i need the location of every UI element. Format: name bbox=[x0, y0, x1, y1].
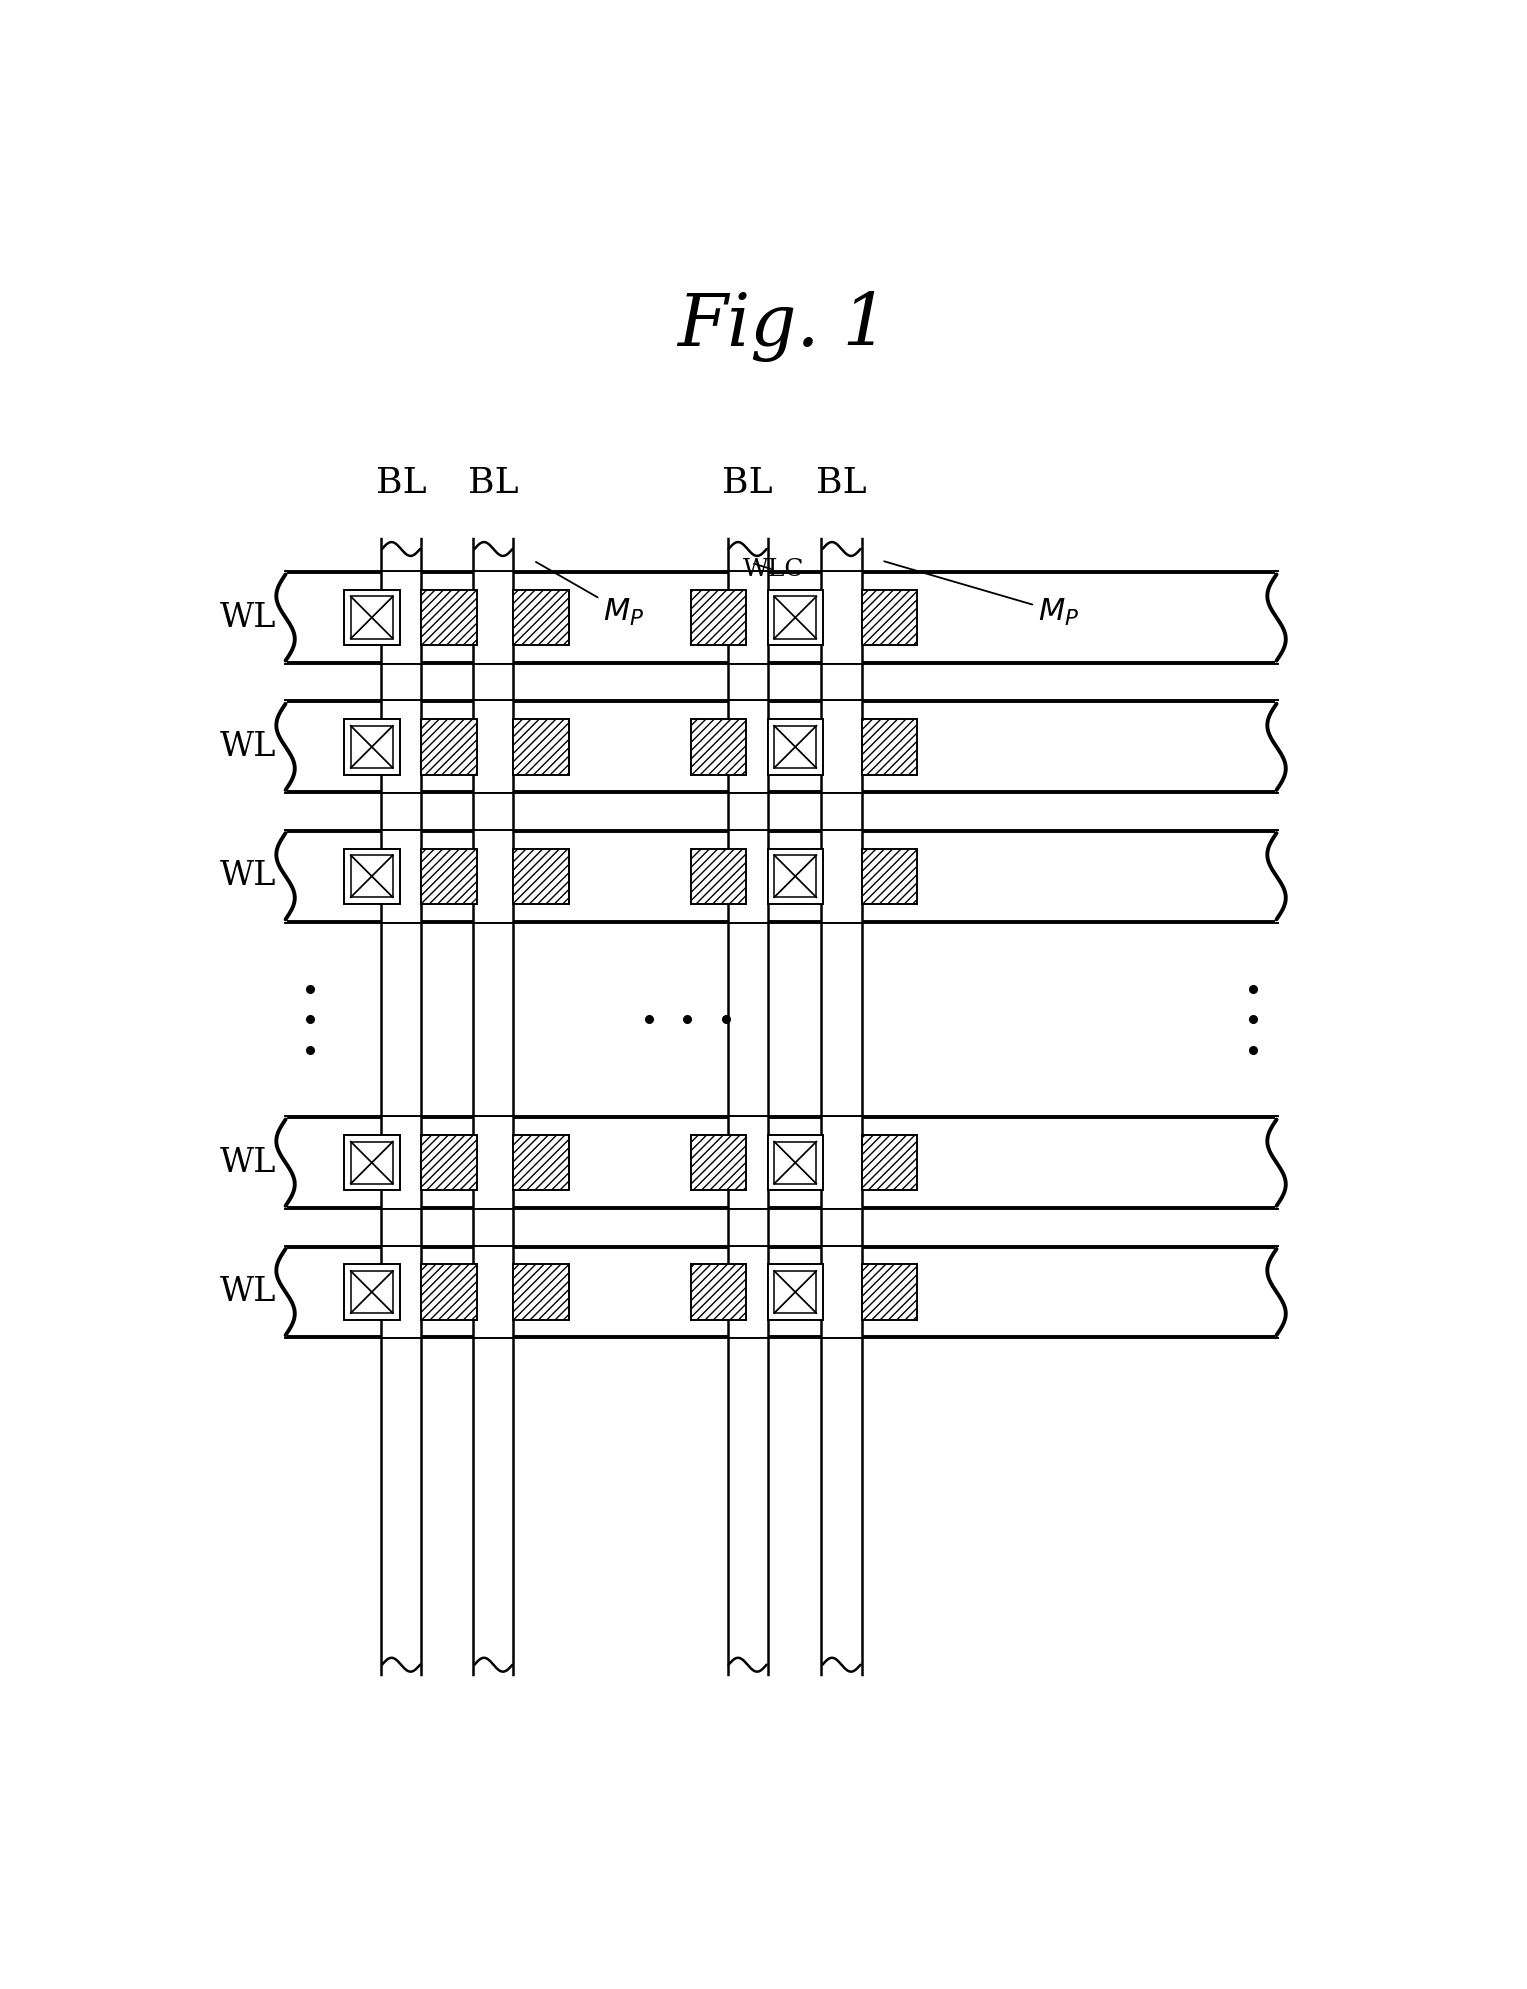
Text: WL: WL bbox=[220, 859, 276, 893]
Bar bbox=[768, 1136, 823, 1189]
Bar bbox=[286, 1247, 1277, 1337]
Text: WL: WL bbox=[220, 730, 276, 764]
Bar bbox=[513, 849, 570, 903]
Bar bbox=[861, 1265, 916, 1321]
Bar bbox=[690, 849, 747, 903]
Bar bbox=[344, 849, 400, 903]
Bar bbox=[768, 591, 823, 644]
Bar bbox=[768, 720, 823, 774]
Bar bbox=[270, 1247, 287, 1337]
Bar bbox=[286, 702, 1277, 792]
Bar bbox=[382, 535, 421, 1679]
Bar bbox=[690, 1136, 747, 1189]
Bar bbox=[473, 831, 513, 921]
Bar bbox=[270, 1118, 287, 1207]
Bar bbox=[774, 855, 817, 897]
Bar bbox=[421, 1136, 476, 1189]
Bar bbox=[822, 1247, 861, 1337]
Bar bbox=[344, 1136, 400, 1189]
Bar bbox=[727, 1247, 768, 1337]
Text: WL: WL bbox=[220, 1148, 276, 1179]
Bar bbox=[513, 1265, 570, 1321]
Bar bbox=[382, 1118, 421, 1207]
Bar bbox=[286, 1118, 1277, 1207]
Bar bbox=[727, 573, 768, 662]
Bar bbox=[421, 720, 476, 774]
Bar bbox=[1275, 1118, 1292, 1207]
Bar bbox=[421, 849, 476, 903]
Bar bbox=[382, 831, 421, 921]
Text: $M_P$: $M_P$ bbox=[536, 563, 644, 629]
Text: WL: WL bbox=[220, 601, 276, 634]
Bar bbox=[382, 702, 421, 792]
Bar bbox=[768, 849, 823, 903]
Bar bbox=[861, 720, 916, 774]
Bar bbox=[727, 831, 768, 921]
Bar bbox=[822, 702, 861, 792]
Bar bbox=[1275, 573, 1292, 662]
Bar bbox=[861, 1136, 916, 1189]
Bar bbox=[473, 702, 513, 792]
Bar bbox=[270, 831, 287, 921]
Text: BL: BL bbox=[722, 467, 773, 501]
Bar bbox=[344, 591, 400, 644]
Bar bbox=[286, 573, 1277, 662]
Bar bbox=[513, 591, 570, 644]
Bar bbox=[727, 702, 768, 792]
Bar bbox=[690, 720, 747, 774]
Text: $M_P$: $M_P$ bbox=[884, 561, 1080, 629]
Bar bbox=[774, 597, 817, 638]
Bar bbox=[513, 720, 570, 774]
Text: Fig. 1: Fig. 1 bbox=[676, 290, 889, 362]
Text: WL: WL bbox=[220, 1277, 276, 1309]
Bar bbox=[822, 831, 861, 921]
Bar bbox=[822, 1118, 861, 1207]
Bar bbox=[1275, 702, 1292, 792]
Bar bbox=[382, 1247, 421, 1337]
Text: BL: BL bbox=[469, 467, 519, 501]
Bar bbox=[822, 573, 861, 662]
Bar bbox=[822, 535, 861, 1679]
Text: BL: BL bbox=[376, 467, 426, 501]
Bar bbox=[351, 855, 392, 897]
Bar bbox=[421, 1265, 476, 1321]
Bar bbox=[774, 726, 817, 768]
Bar bbox=[473, 535, 513, 1679]
Bar bbox=[270, 702, 287, 792]
Bar bbox=[774, 1142, 817, 1183]
Bar bbox=[351, 726, 392, 768]
Bar bbox=[473, 573, 513, 662]
Bar bbox=[768, 1265, 823, 1321]
Bar bbox=[774, 1271, 817, 1313]
Bar bbox=[1275, 1247, 1292, 1337]
Bar bbox=[861, 591, 916, 644]
Text: BL: BL bbox=[815, 467, 867, 501]
Bar bbox=[690, 1265, 747, 1321]
Bar bbox=[473, 1247, 513, 1337]
Bar bbox=[344, 720, 400, 774]
Text: WLC: WLC bbox=[744, 559, 805, 581]
Bar bbox=[344, 1265, 400, 1321]
Bar bbox=[286, 831, 1277, 921]
Bar bbox=[421, 591, 476, 644]
Bar bbox=[1275, 831, 1292, 921]
Bar bbox=[690, 591, 747, 644]
Bar bbox=[727, 535, 768, 1679]
Bar bbox=[861, 849, 916, 903]
Bar bbox=[351, 1142, 392, 1183]
Bar bbox=[351, 1271, 392, 1313]
Bar bbox=[351, 597, 392, 638]
Bar bbox=[473, 1118, 513, 1207]
Bar bbox=[382, 573, 421, 662]
Bar bbox=[513, 1136, 570, 1189]
Bar bbox=[727, 1118, 768, 1207]
Bar bbox=[270, 573, 287, 662]
